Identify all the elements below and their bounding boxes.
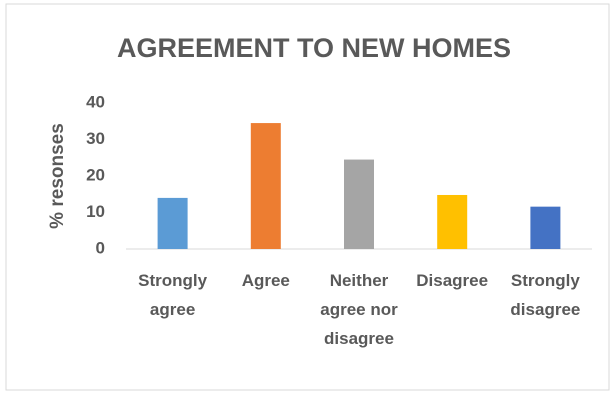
bar xyxy=(344,159,374,249)
chart-border xyxy=(5,3,610,391)
bar xyxy=(250,123,281,249)
y-axis-label: % resonses xyxy=(47,123,68,229)
bar xyxy=(437,194,468,249)
chart-title: AGREEMENT TO NEW HOMES xyxy=(117,33,511,63)
y-tick-label: 20 xyxy=(86,165,105,184)
x-tick-label: Neither agree nor disagree xyxy=(320,271,398,348)
x-tick-label: Strongly disagree xyxy=(510,271,581,319)
x-tick-label: Strongly agree xyxy=(138,271,208,319)
y-tick-label: 0 xyxy=(96,238,105,257)
x-tick-label: Agree xyxy=(241,271,290,290)
bar xyxy=(530,206,561,249)
y-tick-label: 30 xyxy=(86,129,105,148)
bar xyxy=(157,197,188,249)
y-tick-label: 10 xyxy=(86,202,105,221)
y-tick-label: 40 xyxy=(86,92,105,111)
x-tick-label: Disagree xyxy=(416,271,489,290)
